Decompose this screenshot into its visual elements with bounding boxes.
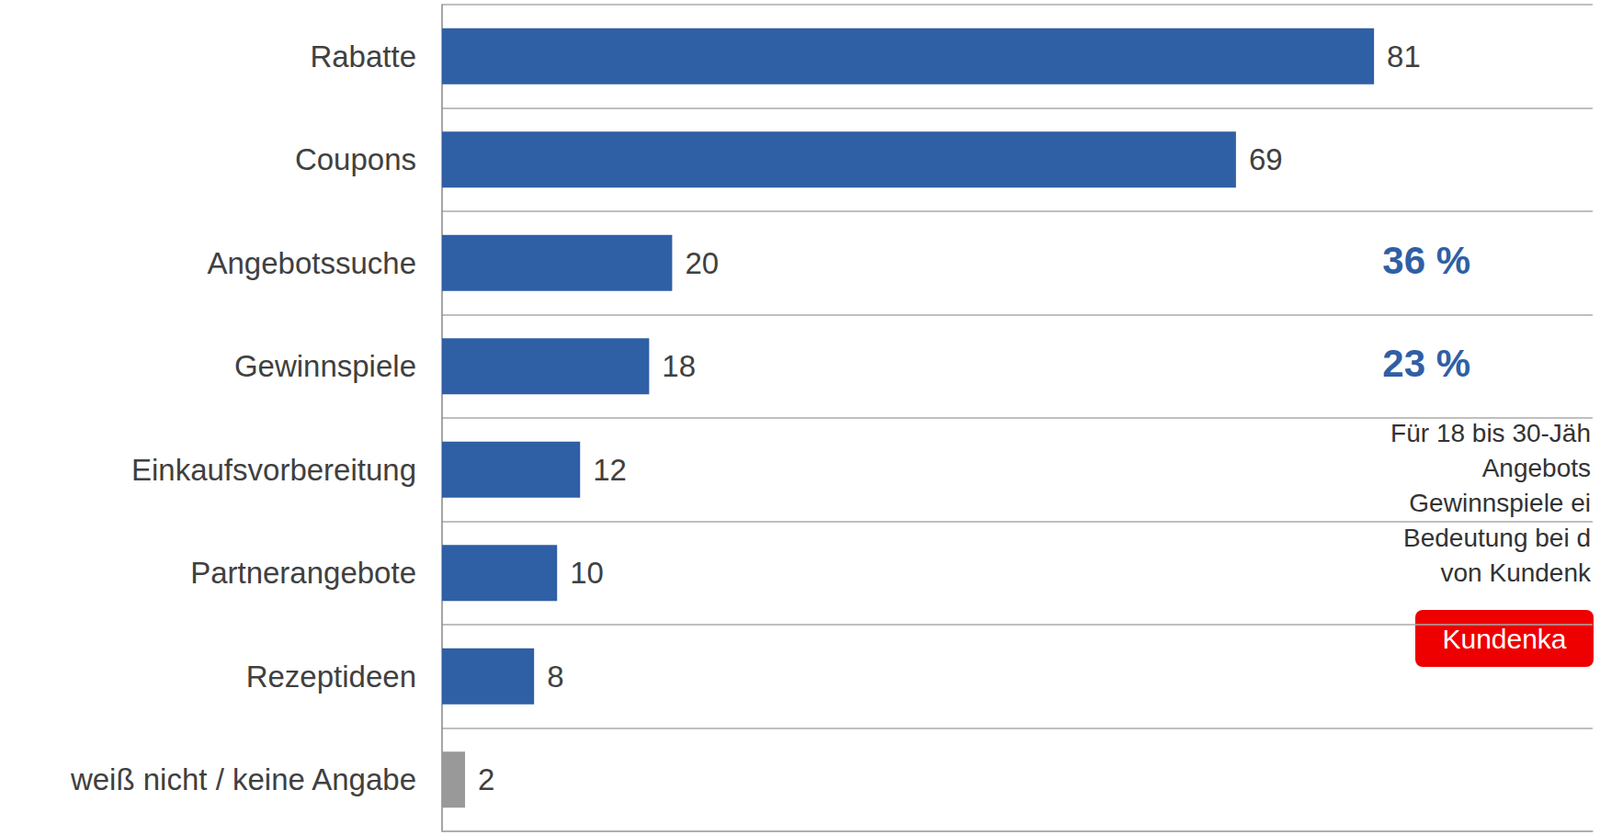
svg-text:8: 8 (546, 659, 564, 694)
svg-text:20: 20 (684, 246, 719, 281)
svg-text:Bedeutung bei d: Bedeutung bei d (1403, 523, 1591, 553)
svg-text:81: 81 (1386, 39, 1421, 74)
svg-text:weiß nicht / keine Angabe: weiß nicht / keine Angabe (69, 762, 417, 797)
svg-text:Kundenka: Kundenka (1441, 624, 1566, 655)
svg-text:Gewinnspiele ei: Gewinnspiele ei (1408, 488, 1591, 518)
svg-text:18: 18 (661, 349, 696, 384)
svg-text:36 %: 36 % (1382, 238, 1471, 283)
svg-text:Rezeptideen: Rezeptideen (246, 659, 417, 694)
svg-text:Für 18 bis 30-Jäh: Für 18 bis 30-Jäh (1390, 419, 1591, 448)
svg-text:Rabatte: Rabatte (309, 39, 417, 74)
svg-text:2: 2 (477, 762, 495, 797)
svg-text:von Kundenk: von Kundenk (1441, 558, 1592, 588)
svg-text:Gewinnspiele: Gewinnspiele (234, 349, 417, 384)
svg-text:10: 10 (569, 556, 604, 591)
svg-text:12: 12 (592, 453, 627, 488)
svg-text:Partnerangebote: Partnerangebote (190, 556, 417, 591)
svg-text:Coupons: Coupons (295, 142, 417, 177)
svg-text:23 %: 23 % (1382, 341, 1471, 386)
svg-text:69: 69 (1248, 142, 1283, 177)
svg-text:Angebots: Angebots (1482, 453, 1591, 483)
svg-text:Angebotssuche: Angebotssuche (206, 246, 417, 281)
svg-text:Einkaufsvorbereitung: Einkaufsvorbereitung (131, 453, 417, 488)
